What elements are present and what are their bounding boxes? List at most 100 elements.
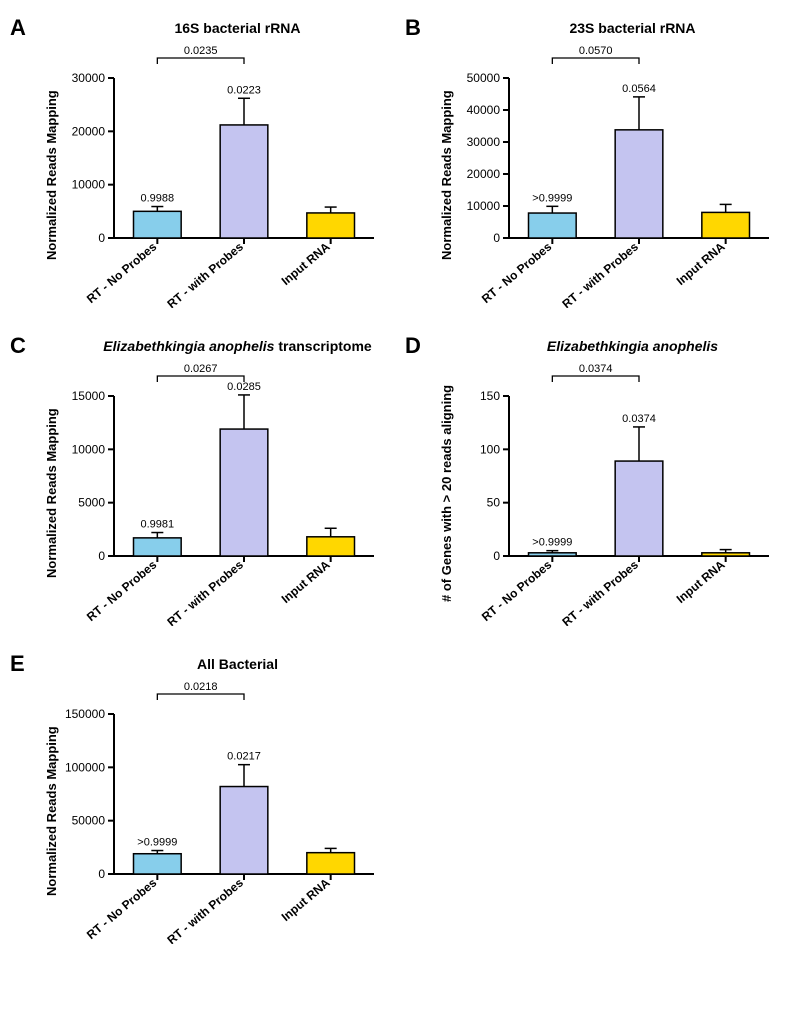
panel-A: A 16S bacterial rRNA Normalized Reads Mapp… <box>10 15 395 308</box>
x-tick-label: RT - with Probes <box>164 557 246 626</box>
svg-text:5000: 5000 <box>78 496 105 510</box>
chart-box: 23S bacterial rRNANormalized Reads Mappi… <box>435 20 790 308</box>
p-value-label: >0.9999 <box>532 192 572 204</box>
comparison-bracket <box>552 58 639 64</box>
bar-chart: 0 10000 20000 30000 40000 50000 >0.9999 RT - No… <box>454 42 779 308</box>
svg-text:10000: 10000 <box>467 199 501 213</box>
chart-box: Elizabethkingia anophelis # of Genes with… <box>435 338 790 626</box>
y-axis-label: Normalized Reads Mapping <box>40 42 59 308</box>
svg-text:20000: 20000 <box>72 124 106 138</box>
figure-grid: A 16S bacterial rRNA Normalized Reads Mapp… <box>10 15 790 944</box>
svg-text:10000: 10000 <box>72 442 106 456</box>
bar <box>702 212 750 238</box>
bar <box>134 854 182 874</box>
svg-text:50: 50 <box>487 496 501 510</box>
x-tick-label: RT - No Probes <box>479 557 555 624</box>
x-tick-label: Input RNA <box>674 239 728 288</box>
p-value-label: >0.9999 <box>137 837 177 849</box>
bracket-p-value: 0.0218 <box>184 681 218 693</box>
x-tick-label: RT - with Probes <box>164 875 246 944</box>
y-axis-label: Normalized Reads Mapping <box>40 360 59 626</box>
svg-text:150: 150 <box>480 389 500 403</box>
svg-text:0: 0 <box>493 549 500 563</box>
x-tick-label: Input RNA <box>279 557 333 606</box>
plot-wrap: Normalized Reads Mapping0100002000030000… <box>435 42 790 308</box>
bracket-p-value: 0.0570 <box>579 45 613 57</box>
x-tick-label: Input RNA <box>674 557 728 606</box>
bar <box>702 553 750 556</box>
panel-label: D <box>405 333 421 359</box>
bracket-p-value: 0.0267 <box>184 363 218 375</box>
chart-title: Elizabethkingia anophelis transcriptome <box>80 338 395 354</box>
bar-chart: 0 50 100 150 >0.9999 RT - No Probes 0.0374 RT -… <box>454 360 779 626</box>
panel-label: B <box>405 15 421 41</box>
bar <box>220 787 268 874</box>
svg-text:30000: 30000 <box>72 71 106 85</box>
x-tick-label: RT - No Probes <box>479 239 555 306</box>
svg-text:10000: 10000 <box>72 178 106 192</box>
x-tick-label: RT - No Probes <box>84 239 160 306</box>
svg-text:100: 100 <box>480 442 500 456</box>
panel-label: A <box>10 15 26 41</box>
bar <box>220 125 268 238</box>
bar <box>307 213 355 238</box>
svg-text:50000: 50000 <box>467 71 501 85</box>
plot-wrap: Normalized Reads Mapping 0 50000 100000 1500… <box>40 678 395 944</box>
bar <box>307 853 355 874</box>
chart-box: All Bacterial Normalized Reads Mapping 0 50… <box>40 656 395 944</box>
chart-title: All Bacterial <box>80 656 395 672</box>
svg-text:30000: 30000 <box>467 135 501 149</box>
panel-C: CElizabethkingia anophelis transcriptome… <box>10 333 395 626</box>
x-tick-label: Input RNA <box>279 875 333 924</box>
chart-box: 16S bacterial rRNA Normalized Reads Mappi… <box>40 20 395 308</box>
bracket-p-value: 0.0374 <box>579 363 613 375</box>
bar <box>615 130 663 238</box>
plot-wrap: # of Genes with > 20 reads aligning 0 50 10… <box>435 360 790 626</box>
x-tick-label: RT - No Probes <box>84 557 160 624</box>
svg-text:100000: 100000 <box>65 760 105 774</box>
plot-wrap: Normalized Reads Mapping 0 5000 10000 15000 0… <box>40 360 395 626</box>
p-value-label: 0.0217 <box>227 751 261 763</box>
bar <box>134 538 182 556</box>
x-tick-label: RT - No Probes <box>84 875 160 942</box>
bar <box>529 213 577 238</box>
svg-text:20000: 20000 <box>467 167 501 181</box>
svg-text:15000: 15000 <box>72 389 106 403</box>
svg-text:0: 0 <box>98 867 105 881</box>
x-tick-label: Input RNA <box>279 239 333 288</box>
chart-title: Elizabethkingia anophelis <box>475 338 790 354</box>
panel-B: B 23S bacterial rRNANormalized Reads Mapp… <box>405 15 790 308</box>
comparison-bracket <box>552 376 639 382</box>
comparison-bracket <box>157 58 244 64</box>
y-axis-label: Normalized Reads Mapping <box>40 678 59 944</box>
bar <box>134 211 182 238</box>
bar <box>529 553 577 556</box>
p-value-label: >0.9999 <box>532 537 572 549</box>
panel-D: D Elizabethkingia anophelis # of Genes wit… <box>405 333 790 626</box>
bar-chart: 01000020000300000.9988RT - No Probes0.02… <box>59 42 384 308</box>
comparison-bracket <box>157 694 244 700</box>
bar <box>220 429 268 556</box>
y-axis-label: # of Genes with > 20 reads aligning <box>435 360 454 626</box>
svg-text:40000: 40000 <box>467 103 501 117</box>
bracket-p-value: 0.0235 <box>184 45 218 57</box>
x-tick-label: RT - with Probes <box>559 557 641 626</box>
plot-wrap: Normalized Reads Mapping 0 10000 20000 30000… <box>40 42 395 308</box>
panel-E: E All Bacterial Normalized Reads Mapping 0 5… <box>10 651 395 944</box>
svg-text:0: 0 <box>493 231 500 245</box>
x-tick-label: RT - with Probes <box>559 239 641 308</box>
svg-text:0: 0 <box>98 549 105 563</box>
x-tick-label: RT - with Probes <box>164 239 246 308</box>
chart-title: 16S bacterial rRNA <box>80 20 395 36</box>
bar <box>615 461 663 556</box>
svg-text:150000: 150000 <box>65 707 105 721</box>
bar <box>307 537 355 556</box>
svg-text:50000: 50000 <box>72 814 106 828</box>
bar-chart: 0 50000 100000 150000 >0.9999 RT - No Probes 0… <box>59 678 384 944</box>
p-value-label: 0.0285 <box>227 381 261 393</box>
bar-chart: 0500010000150000.9981RT - No Probes0.028… <box>59 360 384 626</box>
svg-text:0: 0 <box>98 231 105 245</box>
panel-label: E <box>10 651 25 677</box>
p-value-label: 0.0564 <box>622 83 656 95</box>
p-value-label: 0.0374 <box>622 413 656 425</box>
